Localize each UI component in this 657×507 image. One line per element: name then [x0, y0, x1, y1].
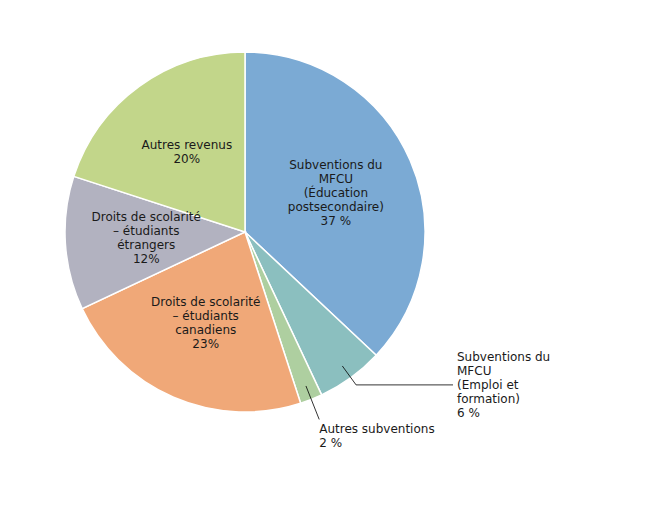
labels: Subventions duMFCU(Éducationpostsecondai… [91, 138, 550, 451]
slices [65, 52, 425, 412]
slice-label: Subventions duMFCU(Emploi etformation)6 … [457, 350, 550, 420]
category-label: Subventions duMFCU(Emploi etformation) [457, 350, 550, 406]
category-label: Droits de scolarité– étudiantsétrangers [91, 210, 200, 252]
category-label: Autres subventions [319, 422, 434, 436]
category-label: Subventions duMFCU(Éducationpostsecondai… [288, 158, 384, 214]
leader-line [342, 366, 453, 385]
value-label: 37 % [321, 214, 352, 228]
slice-label: Droits de scolarité– étudiantsétrangers1… [91, 210, 200, 266]
value-label: 23% [192, 337, 219, 351]
category-label: Autres revenus [141, 138, 232, 152]
category-label: Droits de scolarité– étudiantscanadiens [151, 295, 260, 337]
category-label-line: étrangers [117, 238, 175, 252]
category-label-line: – étudiants [113, 224, 179, 238]
value-label: 6 % [457, 406, 480, 420]
value-label: 20% [173, 152, 200, 166]
slice-label: Subventions duMFCU(Éducationpostsecondai… [288, 158, 384, 228]
category-label-line: MFCU [457, 364, 491, 378]
leader-line [306, 386, 319, 419]
category-label-line: Droits de scolarité [91, 210, 200, 224]
category-label-line: MFCU [319, 172, 353, 186]
category-label-line: formation) [457, 392, 520, 406]
value-label: 2 % [319, 436, 342, 450]
category-label-line: (Éducation [304, 185, 368, 200]
chart: Subventions duMFCU(Éducationpostsecondai… [0, 0, 657, 507]
category-label-line: Droits de scolarité [151, 295, 260, 309]
pie-slice [74, 52, 245, 232]
slice-label: Autres revenus20% [141, 138, 232, 166]
category-label-line: (Emploi et [457, 378, 519, 392]
category-label-line: Autres subventions [319, 422, 434, 436]
category-label-line: Subventions du [289, 158, 382, 172]
category-label-line: – étudiants [172, 309, 238, 323]
value-label: 12% [133, 252, 160, 266]
category-label-line: postsecondaire) [288, 200, 384, 214]
slice-label: Autres subventions2 % [319, 422, 434, 450]
category-label-line: Autres revenus [141, 138, 232, 152]
category-label-line: canadiens [175, 323, 236, 337]
category-label-line: Subventions du [457, 350, 550, 364]
slice-label: Droits de scolarité– étudiantscanadiens2… [151, 295, 260, 351]
pie: Subventions duMFCU(Éducationpostsecondai… [65, 52, 550, 450]
